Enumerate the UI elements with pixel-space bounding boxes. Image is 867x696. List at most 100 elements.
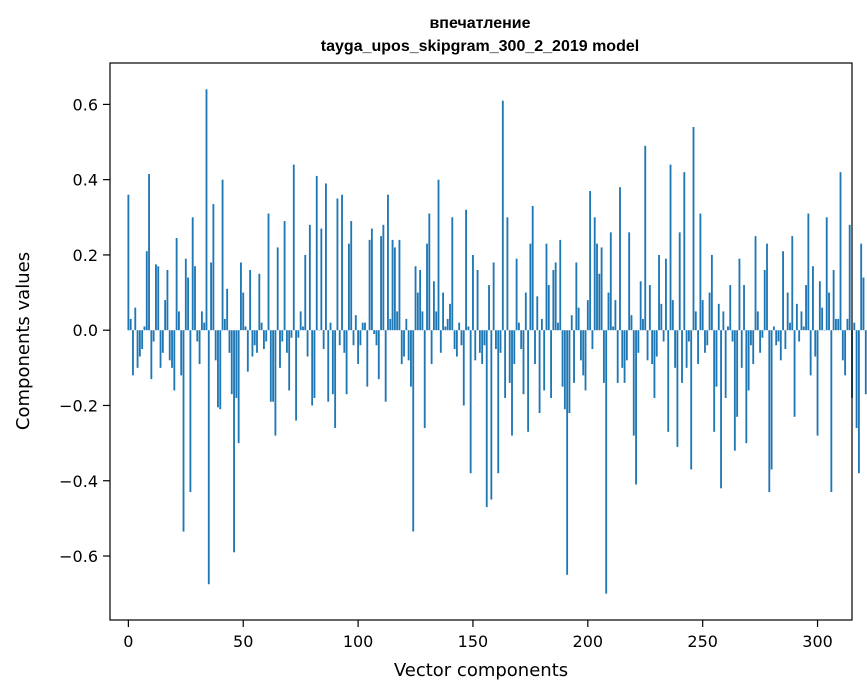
bar bbox=[561, 330, 564, 387]
bar bbox=[444, 326, 447, 331]
bar bbox=[207, 330, 210, 585]
bar bbox=[593, 217, 596, 331]
bar bbox=[575, 262, 578, 331]
bar bbox=[848, 224, 851, 331]
x-tick-label: 100 bbox=[343, 632, 374, 651]
bar bbox=[384, 330, 387, 402]
bar bbox=[754, 236, 757, 331]
bar bbox=[302, 326, 304, 331]
bar bbox=[325, 183, 327, 331]
bar bbox=[747, 330, 750, 391]
bar bbox=[545, 243, 548, 331]
y-axis-label: Components values bbox=[13, 252, 34, 430]
bar bbox=[334, 330, 337, 429]
bar bbox=[816, 330, 819, 436]
bar bbox=[791, 236, 794, 331]
x-axis-label: Vector components bbox=[394, 660, 568, 681]
bar bbox=[853, 322, 856, 331]
y-tick-label: 0.2 bbox=[73, 246, 98, 265]
bar bbox=[818, 281, 821, 331]
bar bbox=[621, 330, 624, 368]
bar bbox=[536, 296, 539, 331]
bar bbox=[697, 330, 700, 365]
bar bbox=[345, 330, 348, 395]
bar bbox=[460, 330, 463, 346]
bar bbox=[692, 126, 695, 331]
bar bbox=[777, 330, 780, 342]
bar bbox=[646, 330, 649, 361]
bar bbox=[368, 239, 371, 331]
bar bbox=[194, 266, 196, 331]
bar bbox=[745, 330, 748, 444]
bar bbox=[295, 330, 297, 421]
bar bbox=[145, 251, 148, 331]
bar bbox=[290, 330, 293, 338]
bar bbox=[398, 239, 401, 331]
bar bbox=[662, 330, 665, 342]
bar bbox=[598, 273, 601, 331]
bar bbox=[141, 330, 144, 350]
bar bbox=[729, 285, 732, 331]
bar bbox=[759, 330, 762, 353]
bar bbox=[143, 326, 146, 331]
bar bbox=[690, 330, 693, 470]
bar bbox=[612, 326, 615, 331]
bar bbox=[462, 330, 465, 406]
bar bbox=[802, 326, 805, 331]
bar bbox=[710, 254, 713, 331]
bar bbox=[508, 330, 511, 383]
bar bbox=[414, 266, 417, 331]
bar bbox=[359, 330, 362, 346]
bar bbox=[217, 330, 219, 408]
bar bbox=[200, 311, 203, 331]
bar bbox=[699, 213, 702, 331]
bar bbox=[671, 300, 674, 331]
bar bbox=[240, 262, 242, 331]
bar bbox=[488, 285, 490, 331]
bar bbox=[860, 243, 863, 331]
bar bbox=[573, 330, 575, 383]
bar bbox=[552, 269, 555, 331]
bar bbox=[563, 330, 566, 410]
bar bbox=[233, 330, 235, 553]
chart-title: впечатление bbox=[429, 15, 530, 32]
bar bbox=[136, 330, 139, 368]
bar bbox=[786, 292, 789, 331]
bar bbox=[515, 258, 518, 331]
bar bbox=[226, 288, 229, 331]
bar bbox=[403, 330, 405, 357]
bar bbox=[805, 285, 807, 331]
bar bbox=[651, 330, 654, 365]
bar bbox=[214, 330, 217, 361]
bar bbox=[499, 330, 502, 353]
bar bbox=[320, 228, 323, 331]
bar bbox=[648, 285, 651, 331]
bar bbox=[393, 247, 396, 331]
bar bbox=[678, 232, 681, 331]
bar bbox=[274, 330, 277, 436]
bar bbox=[812, 266, 814, 331]
bar bbox=[327, 330, 330, 402]
bar bbox=[148, 174, 150, 331]
bar bbox=[864, 330, 867, 395]
bar bbox=[591, 330, 594, 350]
bar bbox=[768, 330, 771, 493]
bar bbox=[297, 330, 300, 338]
bar bbox=[203, 322, 206, 331]
bar bbox=[738, 258, 741, 331]
bar bbox=[442, 292, 445, 331]
bar bbox=[602, 330, 605, 383]
bar bbox=[655, 330, 658, 357]
bar bbox=[331, 330, 334, 395]
bar bbox=[223, 318, 226, 331]
bar bbox=[478, 330, 481, 353]
bar bbox=[168, 330, 171, 361]
bar bbox=[846, 318, 849, 331]
bar bbox=[637, 330, 640, 353]
bar bbox=[306, 330, 309, 357]
bar bbox=[540, 318, 543, 331]
bar bbox=[449, 303, 451, 331]
bar bbox=[230, 330, 233, 395]
bar bbox=[665, 258, 667, 331]
bar bbox=[653, 330, 656, 398]
